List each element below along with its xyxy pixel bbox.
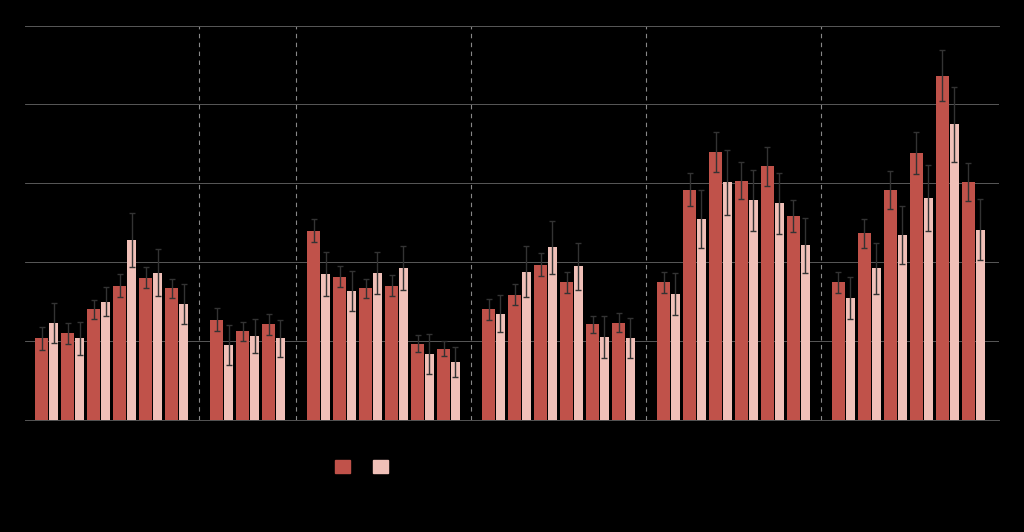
- Bar: [723, 182, 732, 420]
- Bar: [786, 216, 800, 420]
- Bar: [179, 304, 188, 420]
- Bar: [359, 288, 372, 420]
- Bar: [385, 286, 398, 420]
- Bar: [898, 235, 906, 420]
- Bar: [560, 282, 573, 420]
- Bar: [153, 272, 162, 420]
- Bar: [761, 167, 774, 420]
- Bar: [425, 354, 434, 420]
- Bar: [224, 345, 233, 420]
- Bar: [451, 362, 460, 420]
- Bar: [75, 338, 84, 420]
- Bar: [307, 230, 321, 420]
- Bar: [373, 272, 382, 420]
- Bar: [36, 338, 48, 420]
- Bar: [801, 245, 810, 420]
- Bar: [884, 189, 897, 420]
- Bar: [683, 189, 696, 420]
- Bar: [936, 76, 949, 420]
- Bar: [846, 298, 855, 420]
- Bar: [522, 271, 530, 420]
- Bar: [114, 286, 126, 420]
- Bar: [276, 338, 285, 420]
- Bar: [210, 320, 223, 420]
- Bar: [139, 278, 153, 420]
- Bar: [871, 269, 881, 420]
- Bar: [333, 277, 346, 420]
- Bar: [250, 336, 259, 420]
- Bar: [548, 247, 557, 420]
- Bar: [101, 302, 110, 420]
- Bar: [671, 294, 680, 420]
- Bar: [709, 152, 722, 420]
- Bar: [626, 338, 635, 420]
- Bar: [735, 181, 748, 420]
- Bar: [612, 322, 625, 420]
- Bar: [237, 331, 249, 420]
- Bar: [600, 337, 609, 420]
- Bar: [749, 200, 758, 420]
- Bar: [322, 273, 330, 420]
- Bar: [962, 182, 975, 420]
- Bar: [262, 324, 275, 420]
- Bar: [437, 349, 451, 420]
- Bar: [976, 229, 984, 420]
- Bar: [165, 288, 178, 420]
- Bar: [61, 333, 75, 420]
- Bar: [87, 310, 100, 420]
- Legend: , : ,: [331, 455, 401, 477]
- Bar: [496, 314, 505, 420]
- Bar: [508, 295, 521, 420]
- Bar: [482, 310, 496, 420]
- Bar: [910, 153, 923, 420]
- Bar: [924, 198, 933, 420]
- Bar: [949, 124, 958, 420]
- Bar: [586, 324, 599, 420]
- Bar: [127, 240, 136, 420]
- Bar: [412, 344, 424, 420]
- Bar: [775, 203, 783, 420]
- Bar: [399, 269, 408, 420]
- Bar: [831, 282, 845, 420]
- Bar: [697, 219, 706, 420]
- Bar: [535, 265, 547, 420]
- Bar: [657, 282, 670, 420]
- Bar: [858, 233, 871, 420]
- Bar: [49, 322, 58, 420]
- Bar: [347, 291, 356, 420]
- Bar: [573, 267, 583, 420]
